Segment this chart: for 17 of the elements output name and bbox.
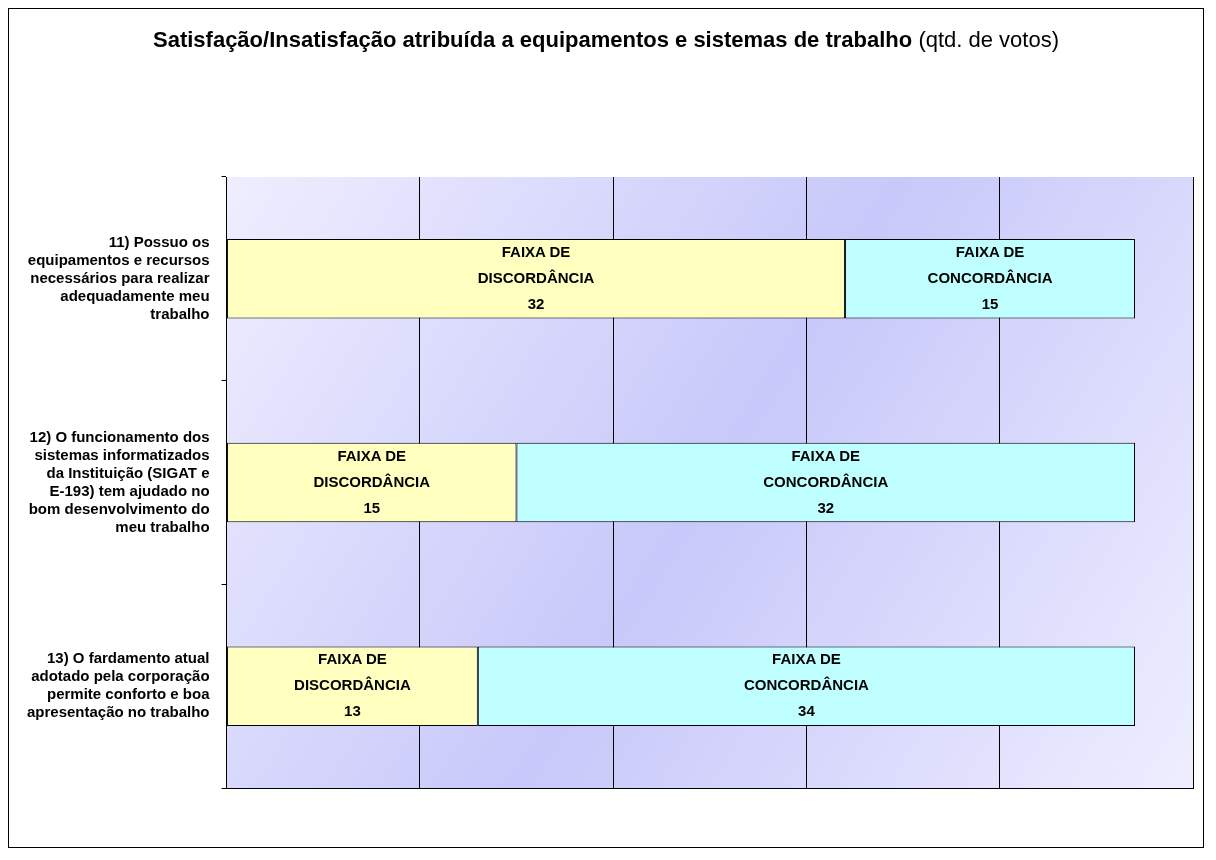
data-label: 15 xyxy=(981,294,999,312)
chart-title: Satisfação/Insatisfação atribuída a equipamentos e sistemas de trabalho xyxy=(152,27,913,52)
data-label: 34 xyxy=(798,702,816,720)
text: FAIXA DE CONCORDÂNCIA xyxy=(927,242,1053,286)
data-label: 32 xyxy=(527,294,545,312)
data-label: 15 xyxy=(363,498,381,516)
y-tick-label: 12) O funcionamento dos sistemas informatizados da Instituição (SIGAT e E-193) tem ajudado no bom desenvolvimento do meu trabalho xyxy=(28,427,210,535)
data-label: 13 xyxy=(344,702,361,720)
series-label: FAIXA DE DISCORDÂNCIA xyxy=(313,446,431,490)
text: FAIXA DE CONCORDÂNCIA xyxy=(743,650,869,694)
y-tick-label: 11) Possuo os equipamentos e recursos necessários para realizar adequadamente meu trabalho xyxy=(27,232,210,322)
text: FAIXA DE DISCORDÂNCIA xyxy=(477,242,595,286)
data-label: 32 xyxy=(817,498,835,516)
chart-subtitle: (qtd. de votos) xyxy=(918,27,1060,52)
text: FAIXA DE DISCORDÂNCIA xyxy=(294,650,411,694)
series-label: FAIXA DE CONCORDÂNCIA xyxy=(763,446,889,490)
y-tick-label: 13) O fardamento atual adotado pela corporação permite conforto e boa apresentação no trabalho xyxy=(26,649,211,721)
